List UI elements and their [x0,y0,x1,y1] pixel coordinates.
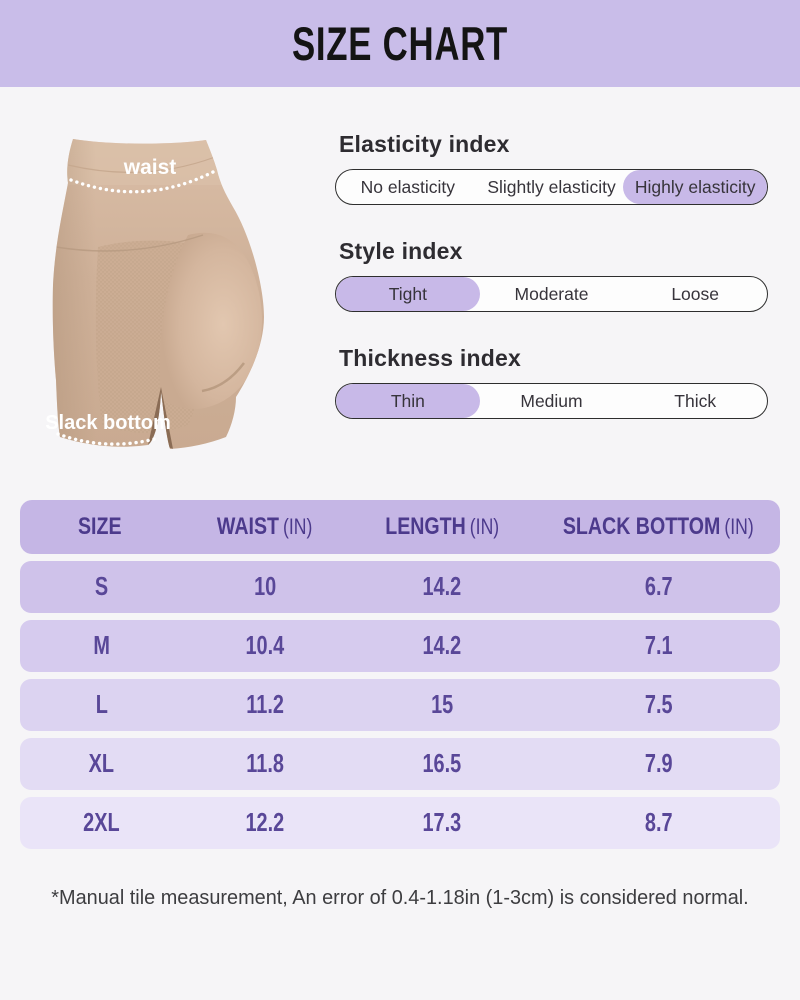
slack-bottom-label: Slack bottom [45,412,171,434]
style-option-moderate: Moderate [514,283,589,304]
product-and-indexes: waist Slack bottom Elasticity index No e… [0,87,800,465]
cell-waist: 11.2 [246,690,284,719]
table-header-row: SIZE WAIST (IN) LENGTH (IN) SLACK BOTTOM (I… [20,500,780,554]
cell-size: M [93,631,110,660]
waist-seam [67,156,216,173]
waist-label: waist [123,156,177,179]
style-option-tight: Tight [336,277,480,311]
waist-dotted-line [69,170,215,194]
thickness-index-group: Thickness index Thin Medium Thick [335,345,768,419]
page-title: SIZE CHART [291,17,509,70]
cell-length: 17.3 [422,808,462,837]
cell-waist: 11.8 [246,749,284,778]
cell-slack-bottom: 6.7 [644,572,673,601]
cell-size: L [95,690,108,719]
table-row-l: L 11.2 15 7.5 [20,679,780,731]
shapewear-illustration: waist Slack bottom [45,139,265,449]
cell-size: 2XL [83,808,120,837]
page-header: SIZE CHART [0,0,800,87]
butt-pad [159,232,262,409]
cell-waist: 10.4 [245,631,285,660]
product-image: waist Slack bottom [10,95,314,459]
cell-waist: 10 [254,572,277,601]
size-table: SIZE WAIST (IN) LENGTH (IN) SLACK BOTTOM (I… [20,500,780,849]
cell-length: 14.2 [422,572,462,601]
style-index-group: Style index Tight Moderate Loose [335,238,768,312]
cell-slack-bottom: 7.9 [644,749,673,778]
cell-length: 14.2 [422,631,462,660]
elasticity-index-group: Elasticity index No elasticity Slightly … [335,131,768,205]
table-row-2xl: 2XL 12.2 17.3 8.7 [20,797,780,849]
thickness-option-thin: Thin [336,384,480,418]
column-header-slack-bottom: SLACK BOTTOM (IN) [562,513,754,540]
elasticity-index-title: Elasticity index [339,131,510,157]
table-row-s: S 10 14.2 6.7 [20,561,780,613]
slack-bottom-dotted-line [56,432,160,446]
column-header-length: LENGTH (IN) [384,513,499,540]
measurement-note: *Manual tile measurement, An error of 0.… [51,886,749,909]
elasticity-option-high: Highly elasticity [623,170,767,204]
elasticity-index-bar: No elasticity Slightly elasticity Highly… [335,169,768,205]
elasticity-option-none: No elasticity [360,176,455,197]
index-bars: Elasticity index No elasticity Slightly … [335,131,768,419]
column-header-size: SIZE [77,513,122,540]
cell-length: 15 [430,690,453,719]
cell-slack-bottom: 7.5 [644,690,673,719]
cell-waist: 12.2 [245,808,285,837]
style-index-title: Style index [339,238,463,264]
thickness-option-medium: Medium [520,390,583,411]
cell-slack-bottom: 8.7 [644,808,673,837]
column-header-waist: WAIST (IN) [217,513,313,540]
thickness-index-title: Thickness index [339,345,521,371]
thickness-index-bar: Thin Medium Thick [335,383,768,419]
cell-size: XL [88,749,115,778]
elasticity-option-slight: Slightly elasticity [487,176,616,197]
cell-size: S [95,572,109,601]
panel-seam [55,234,204,252]
table-row-m: M 10.4 14.2 7.1 [20,620,780,672]
butt-crease [201,362,245,393]
cell-length: 16.5 [422,749,462,778]
style-option-loose: Loose [671,283,720,304]
thickness-option-thick: Thick [674,390,717,411]
table-row-xl: XL 11.8 16.5 7.9 [20,738,780,790]
style-index-bar: Tight Moderate Loose [335,276,768,312]
cell-slack-bottom: 7.1 [644,631,673,660]
